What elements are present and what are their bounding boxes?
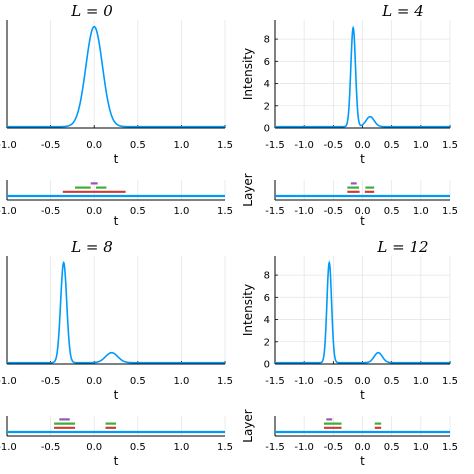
x-tick-label: 1.0 [173,376,189,387]
x-tick-label: 1.5 [442,376,458,387]
y-tick-label: 6 [264,293,270,304]
x-tick-label: -1.0 [294,140,314,151]
x-tick-label: -0.5 [324,140,344,151]
layer-x-tick-label: 1.0 [173,206,189,217]
x-tick-label: -1.0 [0,140,17,151]
subplot-2: L = 4 -1.5 -1.5 -1.0 -1.0 -0.5 -0.5 0.0 0.0 0.5 0.… [241,2,458,228]
layer-x-tick-label: -1.0 [0,442,17,453]
layer-x-tick-label: 1.0 [173,442,189,453]
layer-x-tick-label: 1.5 [442,442,458,453]
subplot-3: L = 8 -1.0 -1.0 -0.5 -0.5 0.0 0.0 0.5 0.5 1.0 1.0 1… [0,238,233,468]
x-tick-label: 1.0 [413,140,429,151]
layer-x-tick-label: 1.0 [413,206,429,217]
layer-x-axis-label: t [114,454,119,468]
x-axis-label: t [114,388,119,402]
layer-x-tick-label: 1.5 [217,206,233,217]
y-axis-label: Intensity [241,284,255,336]
layer-x-tick-label: 0.5 [130,442,146,453]
x-tick-label: -0.5 [41,376,61,387]
x-tick-label: 0.5 [384,140,400,151]
x-tick-label: 0.5 [130,376,146,387]
x-axis-label: t [360,388,365,402]
x-tick-label: -1.5 [265,376,285,387]
x-tick-label: 1.5 [442,140,458,151]
layer-x-tick-label: 0.0 [86,442,102,453]
x-tick-label: -1.0 [294,376,314,387]
layer-x-axis-label: t [360,454,365,468]
x-tick-label: 1.0 [413,376,429,387]
x-axis-label: t [114,152,119,166]
layer-x-tick-label: -0.5 [324,206,344,217]
layer-x-tick-label: 1.0 [413,442,429,453]
y-tick-label: 8 [264,271,270,282]
layer-x-tick-label: -1.0 [0,206,17,217]
x-tick-label: 0.5 [384,376,400,387]
x-tick-label: 1.0 [173,140,189,151]
y-tick-label: 2 [264,337,270,348]
layer-x-tick-label: 0.0 [86,206,102,217]
x-tick-label: -0.5 [324,376,344,387]
layer-x-axis-label: t [360,214,365,228]
y-tick-label: 2 [264,101,270,112]
y-tick-label: 4 [264,79,270,90]
layer-x-tick-label: -1.0 [294,206,314,217]
chart-title: L = 0 [70,2,113,20]
intensity-line [7,25,225,128]
x-tick-label: 0.0 [86,140,102,151]
intensity-line [7,260,225,364]
x-tick-label: 0.0 [355,376,371,387]
layer-x-tick-label: 1.5 [442,206,458,217]
layer-x-tick-label: 0.0 [355,442,371,453]
x-tick-label: -1.0 [0,376,17,387]
intensity-line [275,25,450,128]
y-tick-label: 8 [264,35,270,46]
layer-x-tick-label: 0.5 [130,206,146,217]
layer-y-axis-label: Layer [241,409,255,443]
layer-x-tick-label: 0.5 [384,206,400,217]
layer-x-tick-label: 0.5 [384,442,400,453]
layer-x-tick-label: 1.5 [217,442,233,453]
y-tick-label: 0 [264,124,270,135]
x-tick-label: -1.5 [265,140,285,151]
x-tick-label: 1.5 [217,140,233,151]
x-tick-label: 0.5 [130,140,146,151]
chart-title: L = 4 [381,2,424,20]
layer-x-tick-label: -0.5 [324,442,344,453]
x-tick-label: 0.0 [86,376,102,387]
layer-x-axis-label: t [114,214,119,228]
y-axis-label: Intensity [241,48,255,100]
intensity-line [275,260,450,364]
layer-x-tick-label: -1.5 [265,206,285,217]
layer-x-tick-label: -0.5 [41,206,61,217]
x-axis-label: t [360,152,365,166]
layer-x-tick-label: -0.5 [41,442,61,453]
layer-y-axis-label: Layer [241,173,255,207]
y-tick-label: 4 [264,315,270,326]
x-tick-label: 0.0 [355,140,371,151]
y-tick-label: 0 [264,360,270,371]
layer-x-tick-label: 0.0 [355,206,371,217]
chart-title: L = 8 [70,238,113,256]
chart-title: L = 12 [376,238,428,256]
subplot-4: L = 12 -1.5 -1.5 -1.0 -1.0 -0.5 -0.5 0.0 0.0 0.5 0… [241,238,458,468]
x-tick-label: 1.5 [217,376,233,387]
x-tick-label: -0.5 [41,140,61,151]
y-tick-label: 6 [264,57,270,68]
layer-x-tick-label: -1.5 [265,442,285,453]
subplot-1: L = 0 -1.0 -1.0 -0.5 -0.5 0.0 0.0 0.5 0.5 1.0 1.0 1… [0,2,233,228]
layer-x-tick-label: -1.0 [294,442,314,453]
